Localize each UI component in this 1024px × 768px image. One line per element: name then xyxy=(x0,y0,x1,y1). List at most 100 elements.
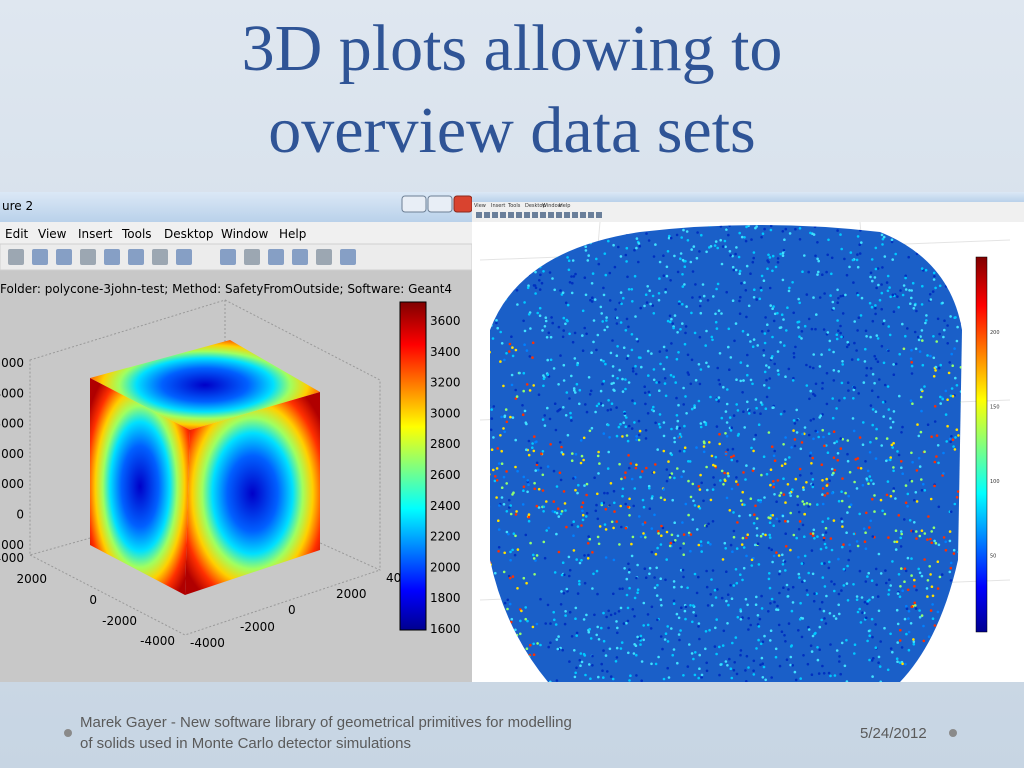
toolbar-button[interactable] xyxy=(128,249,144,265)
toolbar-button[interactable] xyxy=(268,249,284,265)
toolbar-button[interactable] xyxy=(508,212,514,218)
scatter-dot xyxy=(673,440,676,444)
scatter-dot xyxy=(599,305,603,309)
scatter-dot xyxy=(523,301,526,304)
scatter-dot xyxy=(891,650,894,654)
scatter-dot xyxy=(910,289,913,292)
toolbar-button[interactable] xyxy=(580,212,586,218)
menu-item[interactable]: Insert xyxy=(78,227,113,241)
menu-item[interactable]: Tools xyxy=(121,227,152,241)
scatter-dot xyxy=(768,286,772,290)
scatter-dot xyxy=(923,450,926,454)
scatter-dot xyxy=(511,346,514,349)
menu-item[interactable]: Window xyxy=(221,227,269,241)
menu-item[interactable]: Help xyxy=(279,227,306,241)
scatter-dot xyxy=(677,616,681,620)
toolbar-button[interactable] xyxy=(8,249,24,265)
scatter-dot xyxy=(858,436,862,439)
toolbar-button[interactable] xyxy=(176,249,192,265)
maximize-button[interactable] xyxy=(427,195,453,213)
scatter-dot xyxy=(892,310,896,314)
menu-item[interactable]: Help xyxy=(559,203,570,209)
toolbar-button[interactable] xyxy=(476,212,482,218)
close-button[interactable] xyxy=(453,195,473,213)
toolbar-button[interactable] xyxy=(316,249,332,265)
scatter-dot xyxy=(500,415,503,419)
toolbar-button[interactable] xyxy=(524,212,530,218)
scatter-dot xyxy=(877,609,881,613)
toolbar-button[interactable] xyxy=(104,249,120,265)
scatter-dot xyxy=(534,292,537,295)
menu-item[interactable]: Desktop xyxy=(525,203,546,209)
scatter-dot xyxy=(615,322,619,325)
scatter-dot xyxy=(531,341,535,345)
scatter-dot xyxy=(686,353,690,357)
scatter-dot xyxy=(600,312,603,315)
menu-item[interactable]: Window xyxy=(542,203,562,209)
scatter-dot xyxy=(871,279,874,283)
toolbar-button[interactable] xyxy=(596,212,602,218)
scatter-dot xyxy=(549,335,553,339)
scatter-dot xyxy=(745,654,749,658)
menu-item[interactable]: View xyxy=(474,203,486,209)
toolbar-button[interactable] xyxy=(532,212,538,218)
z-tick-label: 2000 xyxy=(0,447,24,461)
scatter-dot xyxy=(667,676,671,679)
scatter-dot xyxy=(841,477,844,480)
scatter-dot xyxy=(499,434,502,437)
toolbar-button[interactable] xyxy=(32,249,48,265)
toolbar-button[interactable] xyxy=(588,212,594,218)
scatter-dot xyxy=(649,627,653,630)
menu-item[interactable]: Insert xyxy=(491,203,505,209)
scatter-dot xyxy=(527,515,531,519)
scatter-dot xyxy=(657,298,661,302)
scatter-dot xyxy=(759,412,762,416)
scatter-dot xyxy=(605,319,608,322)
toolbar-button[interactable] xyxy=(152,249,168,265)
scatter-dot xyxy=(823,542,827,546)
scatter-dot xyxy=(841,525,844,528)
menu-item[interactable]: View xyxy=(38,227,67,241)
toolbar-button[interactable] xyxy=(492,212,498,218)
scatter-dot xyxy=(718,673,721,677)
scatter-dot xyxy=(569,416,573,419)
toolbar-button[interactable] xyxy=(340,249,356,265)
scatter-dot xyxy=(858,243,861,246)
scatter-dot xyxy=(574,617,577,620)
scatter-dot xyxy=(767,329,770,333)
toolbar-button[interactable] xyxy=(540,212,546,218)
scatter-dot xyxy=(533,435,536,438)
minimize-button[interactable] xyxy=(401,195,427,213)
toolbar-button[interactable] xyxy=(556,212,562,218)
menu-item[interactable]: Edit xyxy=(5,227,29,241)
scatter-dot xyxy=(702,499,705,503)
menu-item[interactable]: Desktop xyxy=(164,227,214,241)
scatter-dot xyxy=(669,541,673,545)
toolbar-button[interactable] xyxy=(500,212,506,218)
scatter-dot xyxy=(545,336,549,339)
toolbar-button[interactable] xyxy=(548,212,554,218)
toolbar-button[interactable] xyxy=(292,249,308,265)
toolbar-button[interactable] xyxy=(56,249,72,265)
scatter-dot xyxy=(891,560,894,563)
scatter-dot xyxy=(542,374,545,377)
scatter-dot xyxy=(871,319,875,323)
scatter-dot xyxy=(627,562,630,566)
toolbar-button[interactable] xyxy=(484,212,490,218)
toolbar-button[interactable] xyxy=(80,249,96,265)
toolbar-button[interactable] xyxy=(516,212,522,218)
scatter-dot xyxy=(566,256,569,259)
scatter-dot xyxy=(785,658,789,661)
toolbar-button[interactable] xyxy=(564,212,570,218)
scatter-dot xyxy=(881,243,884,246)
scatter-dot xyxy=(873,381,876,385)
toolbar-button[interactable] xyxy=(220,249,236,265)
toolbar-button[interactable] xyxy=(572,212,578,218)
scatter-dot xyxy=(495,467,499,470)
scatter-dot xyxy=(771,335,774,339)
scatter-dot xyxy=(920,409,923,413)
scatter-dot xyxy=(627,288,631,291)
scatter-dot xyxy=(925,319,928,322)
toolbar-button[interactable] xyxy=(244,249,260,265)
menu-item[interactable]: Tools xyxy=(507,203,521,209)
